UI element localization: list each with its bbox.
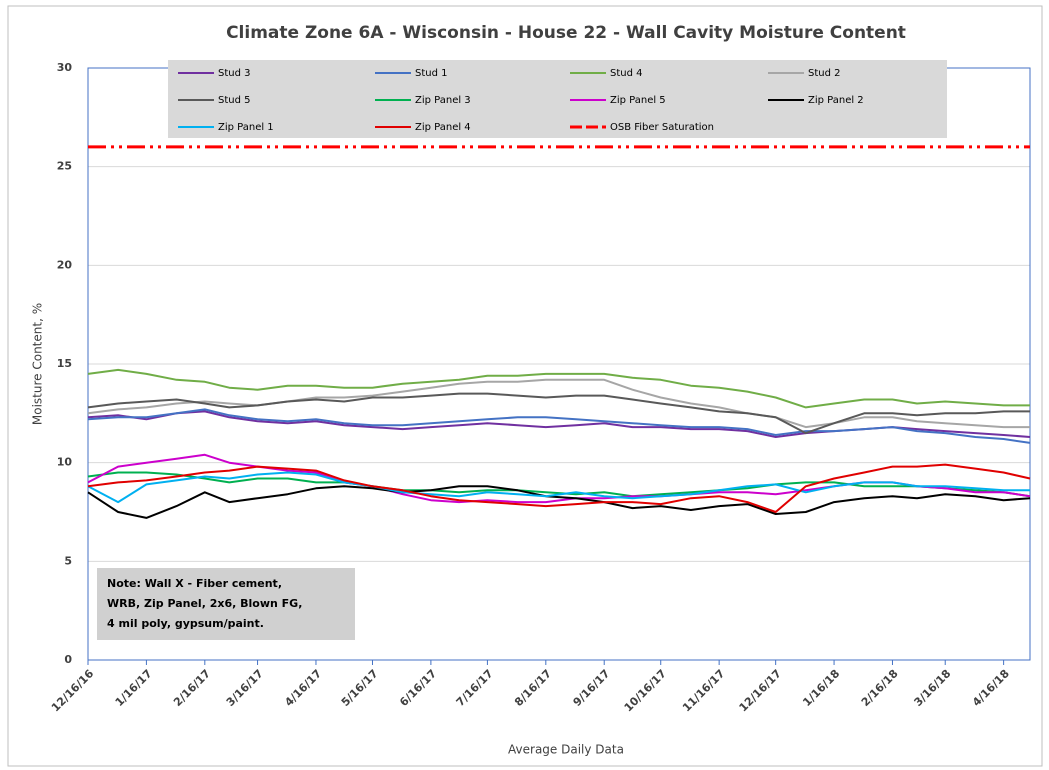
legend-label: Stud 4 <box>610 68 643 79</box>
y-tick-label: 25 <box>57 160 72 173</box>
y-axis-label: Moisture Content, % <box>31 303 45 425</box>
legend-label: Zip Panel 3 <box>415 95 471 106</box>
legend-label: Stud 5 <box>218 95 251 106</box>
series-line <box>87 408 1031 444</box>
y-tick-label: 30 <box>57 61 73 74</box>
y-tick-label: 0 <box>64 653 72 666</box>
legend-label: Stud 3 <box>218 68 251 79</box>
y-tick-label: 5 <box>64 554 72 567</box>
y-tick-label: 20 <box>57 258 73 271</box>
series-line <box>87 463 1031 513</box>
note-box <box>97 568 355 640</box>
legend-label: Stud 1 <box>415 68 448 79</box>
legend-box <box>168 60 947 138</box>
note-text: 4 mil poly, gypsum/paint. <box>107 617 264 630</box>
series-line <box>87 471 1030 504</box>
legend-label: Zip Panel 2 <box>808 95 864 106</box>
legend-label: Zip Panel 1 <box>218 122 274 133</box>
note-text: WRB, Zip Panel, 2x6, Blown FG, <box>107 597 302 610</box>
series-line <box>87 485 1031 519</box>
series-line <box>87 392 1030 435</box>
legend-label: OSB Fiber Saturation <box>610 122 714 133</box>
series-line <box>87 368 1030 409</box>
note-text: Note: Wall X - Fiber cement, <box>107 577 282 590</box>
legend-label: Stud 2 <box>808 68 841 79</box>
series-line <box>87 378 1030 429</box>
y-tick-label: 10 <box>57 456 73 469</box>
legend-label: Zip Panel 5 <box>610 95 666 106</box>
x-axis-label: Average Daily Data <box>508 743 624 757</box>
chart-title: Climate Zone 6A - Wisconsin - House 22 -… <box>226 23 906 43</box>
y-tick-label: 15 <box>57 357 72 370</box>
legend-label: Zip Panel 4 <box>415 122 471 133</box>
